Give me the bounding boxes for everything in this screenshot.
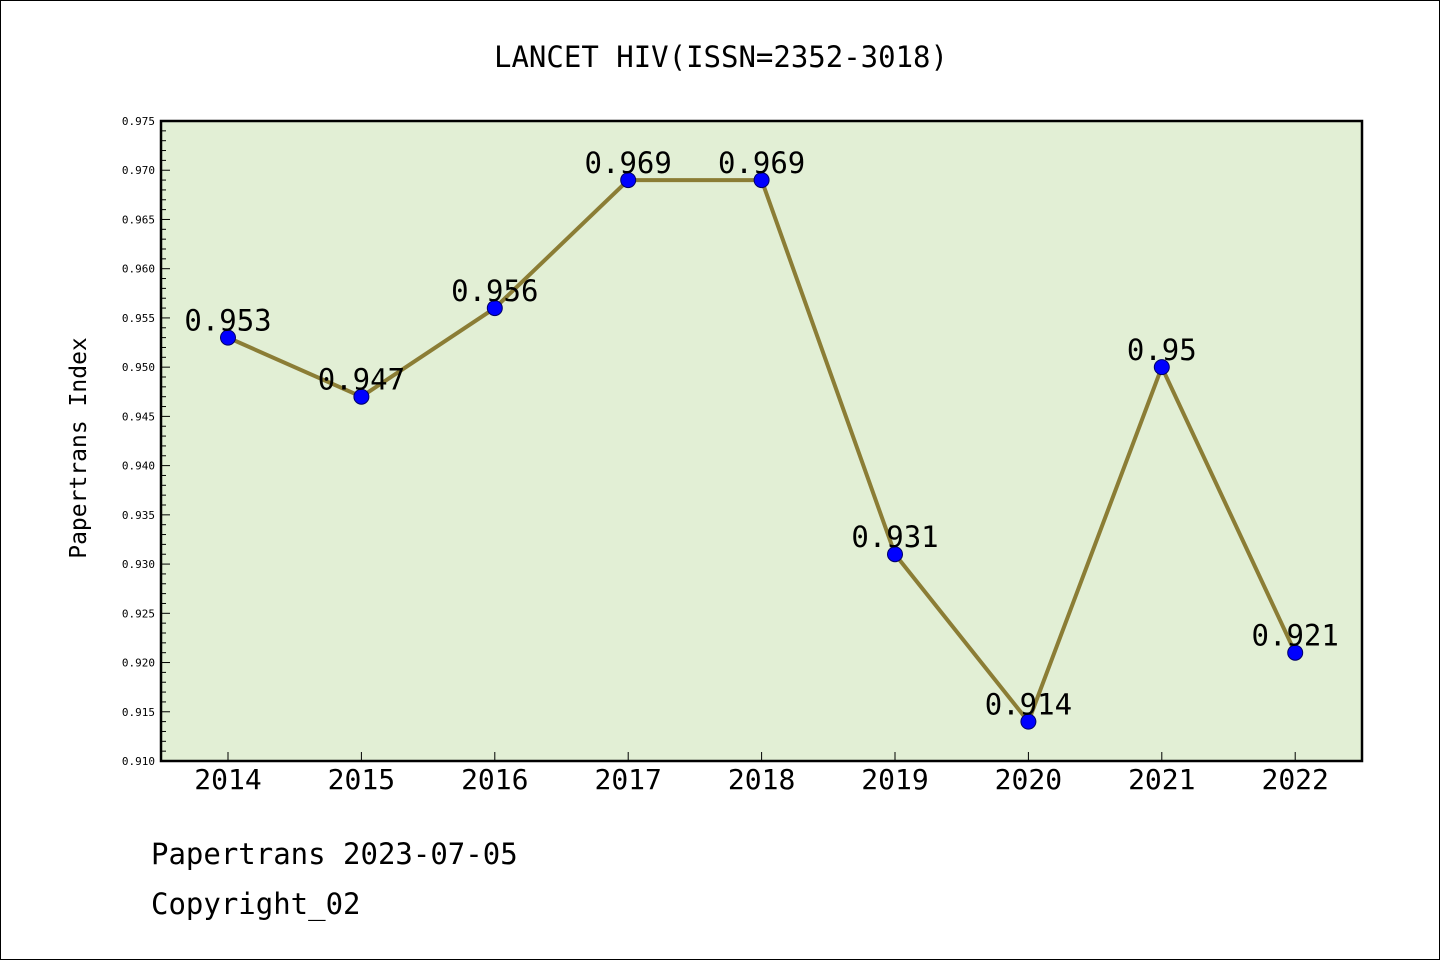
x-tick-label: 2015 [328,763,395,796]
data-point [753,172,770,189]
data-label: 0.95 [1127,333,1197,367]
data-point [887,546,903,563]
data-label: 0.969 [718,146,805,180]
y-tick-label: 0.970 [122,164,155,177]
y-axis: 0.910 0.915 0.920 0.925 0.930 0.935 0.940 0.945… [122,115,170,768]
data-point [1020,713,1037,730]
data-label: 0.914 [985,688,1072,722]
plot-area [159,119,1364,763]
footer-date: Papertrans 2023-07-05 [151,837,518,871]
x-tick-label: 2022 [1261,763,1328,796]
y-tick-label: 0.930 [122,558,155,571]
x-tick-label: 2019 [861,763,928,796]
data-label: 0.969 [585,146,672,180]
data-markers [220,172,1304,730]
data-point [486,300,503,317]
y-tick-label: 0.940 [122,460,155,473]
y-tick-label: 0.955 [122,312,155,325]
data-label: 0.953 [184,304,271,338]
data-point [1287,644,1304,661]
y-tick-label: 0.925 [122,607,155,620]
data-point [620,172,637,189]
data-label: 0.947 [318,363,405,397]
x-tick-label: 2017 [594,763,661,796]
data-label: 0.931 [851,520,938,554]
y-tick-label: 0.915 [122,706,155,719]
y-axis-label: Papertrans Index [66,337,92,559]
y-tick-label: 0.920 [122,657,155,670]
x-tick-label: 2018 [728,763,795,796]
x-tick-label: 2021 [1128,763,1195,796]
y-tick-label: 0.935 [122,509,155,522]
data-labels: 0.953 0.947 0.956 0.969 0.969 0.931 0.914 0.95 0… [184,146,1339,722]
y-tick-label: 0.950 [122,361,155,374]
footer-copyright: Copyright_02 [151,887,361,921]
y-tick-label: 0.945 [122,410,155,423]
x-tick-label: 2014 [194,763,261,796]
data-label: 0.956 [451,274,538,308]
x-axis: 2014 2015 2016 2017 2018 2019 2020 2021 2022 [194,752,1329,796]
y-tick-label: 0.960 [122,263,155,276]
data-point [220,329,236,346]
y-tick-label: 0.975 [122,115,155,128]
y-tick-label: 0.965 [122,213,155,226]
chart-title: LANCET HIV(ISSN=2352-3018) [494,40,948,74]
data-label: 0.921 [1252,619,1339,653]
x-tick-label: 2016 [461,763,528,796]
y-tick-label: 0.910 [122,755,155,768]
x-tick-label: 2020 [995,763,1062,796]
data-point [1153,359,1170,376]
data-point [353,388,370,405]
